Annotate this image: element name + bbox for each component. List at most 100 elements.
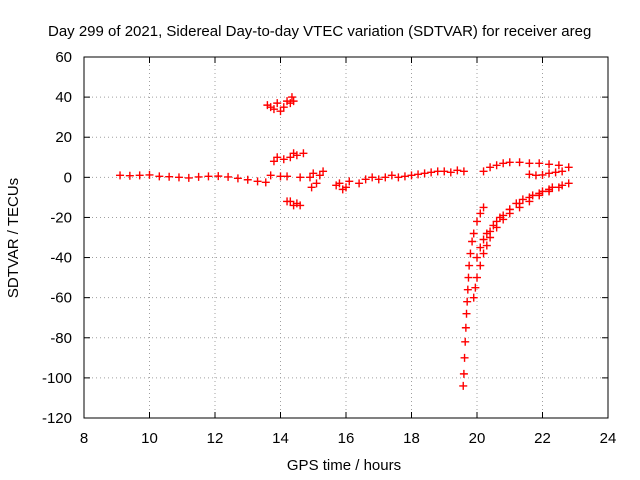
- data-point: [315, 171, 324, 180]
- data-point: [468, 237, 477, 246]
- data-point: [492, 217, 501, 226]
- data-point: [535, 189, 544, 198]
- series-low-cluster: [283, 197, 305, 210]
- data-point: [505, 205, 514, 214]
- data-point: [296, 173, 305, 182]
- data-point: [184, 173, 193, 182]
- y-tick-label: -20: [50, 209, 72, 226]
- data-point: [459, 369, 468, 378]
- data-point: [194, 172, 203, 181]
- data-point: [459, 167, 468, 176]
- data-point: [233, 174, 242, 183]
- data-point: [204, 172, 213, 181]
- y-tick-label: -80: [50, 330, 72, 347]
- data-point: [224, 172, 233, 181]
- data-point: [492, 161, 501, 170]
- data-point: [525, 193, 534, 202]
- data-point: [266, 171, 275, 180]
- y-tick-label: 40: [55, 89, 72, 106]
- data-point: [551, 168, 560, 177]
- data-point: [463, 297, 472, 306]
- data-point: [479, 235, 488, 244]
- data-point: [312, 179, 321, 188]
- y-axis-label: SDTVAR / TECUs: [5, 178, 22, 298]
- data-point: [495, 213, 504, 222]
- data-point: [525, 159, 534, 168]
- series-pre-dropout-band: [266, 149, 308, 182]
- grid: [84, 57, 608, 418]
- series-dropout: [459, 203, 488, 390]
- data-point: [125, 171, 134, 180]
- data-point: [466, 249, 475, 258]
- data-point: [355, 179, 364, 188]
- y-tick-label: 20: [55, 129, 72, 146]
- x-tick-label: 16: [338, 430, 355, 447]
- data-point: [269, 157, 278, 166]
- x-axis-ticks: 8 10 12 14 16 18 20 22 24: [80, 57, 616, 447]
- data-point: [464, 273, 473, 282]
- data-point: [283, 172, 292, 181]
- data-point: [135, 171, 144, 180]
- series-recovery-lower: [469, 179, 573, 302]
- y-tick-label: -60: [50, 290, 72, 307]
- data-point: [486, 163, 495, 172]
- data-point: [400, 172, 409, 181]
- series-recovery-upper: [473, 181, 567, 262]
- series-recovery-middle: [482, 185, 554, 238]
- data-point: [518, 195, 527, 204]
- data-point: [545, 169, 554, 178]
- data-point: [545, 160, 554, 169]
- data-point: [538, 170, 547, 179]
- x-tick-label: 18: [403, 430, 420, 447]
- data-point: [420, 169, 429, 178]
- series-mid-segment: [305, 166, 468, 194]
- data-point: [558, 167, 567, 176]
- series-upper-cluster: [263, 93, 298, 116]
- x-tick-label: 12: [207, 430, 224, 447]
- data-point: [461, 323, 470, 332]
- data-point: [279, 155, 288, 164]
- data-point: [292, 151, 301, 160]
- data-point: [414, 170, 423, 179]
- data-point: [558, 181, 567, 190]
- x-tick-label: 14: [272, 430, 289, 447]
- data-point: [440, 167, 449, 176]
- data-point: [286, 197, 295, 206]
- data-point: [286, 153, 295, 162]
- data-point: [299, 149, 308, 158]
- data-point: [319, 167, 328, 176]
- data-point: [279, 103, 288, 112]
- data-point: [273, 99, 282, 108]
- data-point: [479, 167, 488, 176]
- data-point: [394, 173, 403, 182]
- data-point: [459, 381, 468, 390]
- y-tick-label: -40: [50, 250, 72, 267]
- data-point: [253, 177, 262, 186]
- data-markers: [116, 93, 573, 390]
- data-point: [427, 168, 436, 177]
- y-tick-label: -100: [42, 370, 72, 387]
- data-point: [289, 97, 298, 106]
- data-point: [174, 173, 183, 182]
- x-tick-label: 10: [141, 430, 158, 447]
- data-point: [453, 166, 462, 175]
- data-point: [461, 337, 470, 346]
- data-point: [469, 293, 478, 302]
- data-point: [381, 173, 390, 182]
- data-point: [515, 199, 524, 208]
- data-point: [342, 183, 350, 192]
- data-point: [482, 241, 491, 250]
- data-point: [309, 169, 318, 178]
- data-point: [305, 173, 314, 182]
- data-point: [261, 178, 270, 187]
- data-point: [165, 172, 174, 181]
- data-point: [564, 179, 573, 188]
- data-point: [473, 253, 481, 262]
- data-point: [296, 201, 305, 210]
- data-point: [273, 153, 282, 162]
- x-tick-label: 8: [80, 430, 88, 447]
- data-point: [407, 171, 416, 180]
- x-tick-label: 20: [469, 430, 486, 447]
- data-point: [479, 249, 488, 258]
- chart-title: Day 299 of 2021, Sidereal Day-to-day VTE…: [48, 23, 591, 40]
